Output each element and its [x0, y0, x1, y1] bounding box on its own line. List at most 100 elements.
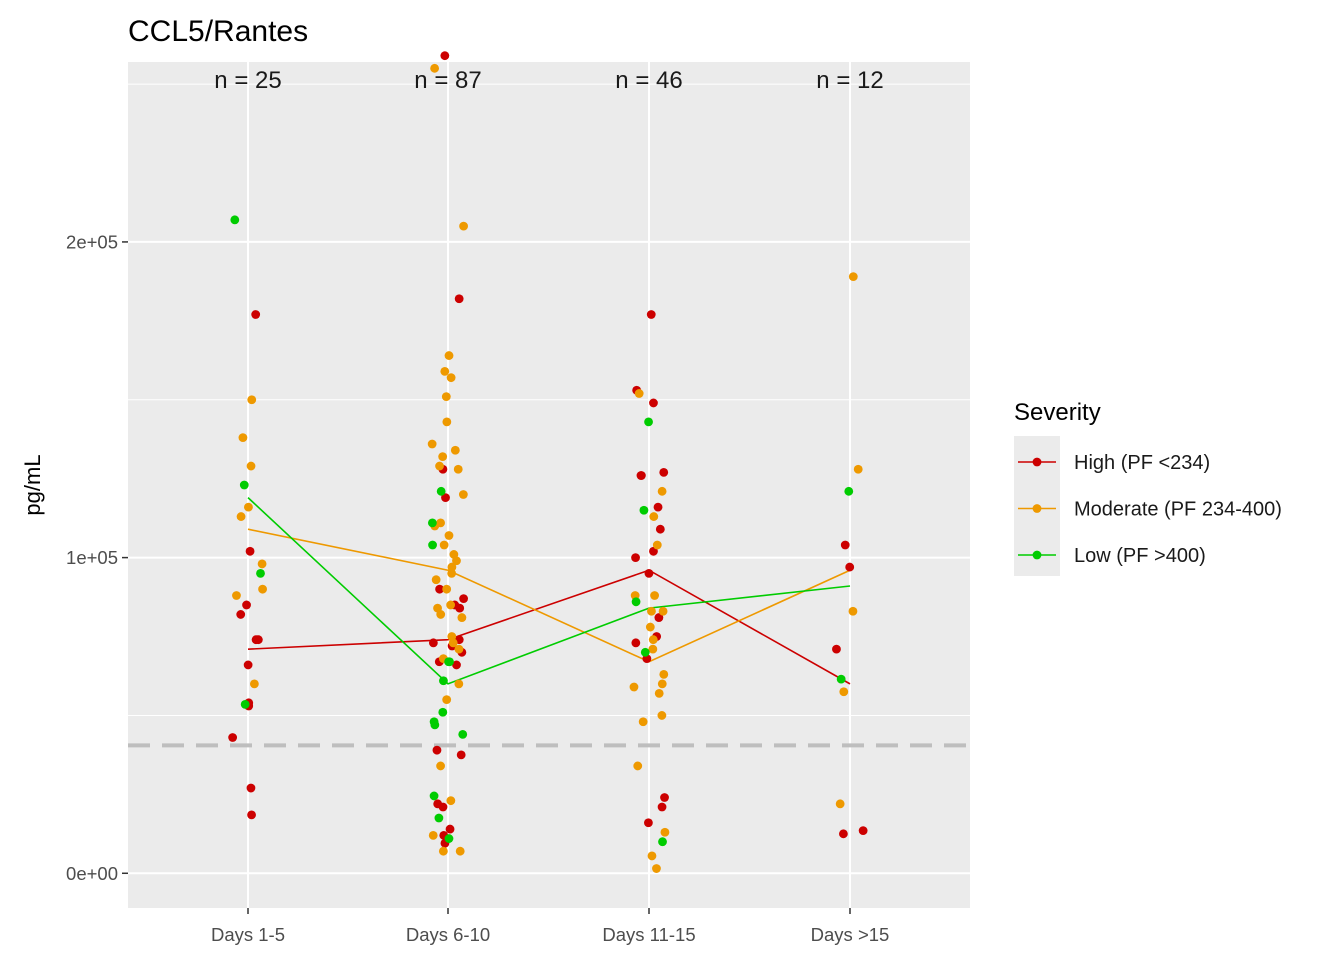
- y-axis-label: pg/mL: [20, 454, 45, 515]
- data-point: [435, 584, 445, 594]
- data-point: [649, 546, 658, 556]
- data-point: [452, 660, 461, 670]
- n-count-label: n = 46: [615, 67, 682, 94]
- series-line: [247, 497, 851, 685]
- data-point: [431, 575, 441, 585]
- data-point: [239, 480, 249, 490]
- data-point: [647, 606, 656, 616]
- data-point: [844, 486, 854, 496]
- data-point: [646, 310, 656, 319]
- data-point: [230, 215, 240, 225]
- data-point: [247, 810, 256, 820]
- n-count-label: n = 25: [214, 67, 281, 94]
- grid-minor: [128, 83, 970, 716]
- data-point: [445, 824, 455, 834]
- data-point: [251, 635, 261, 645]
- data-point: [458, 729, 468, 739]
- data-point: [448, 638, 458, 648]
- data-point: [657, 679, 667, 689]
- data-point: [236, 610, 246, 619]
- data-point: [439, 540, 449, 550]
- data-point: [430, 63, 440, 73]
- data-point: [240, 699, 250, 709]
- data-point: [447, 568, 457, 578]
- data-point: [243, 660, 253, 670]
- legend-key-point: [1032, 550, 1042, 560]
- data-point: [649, 512, 659, 521]
- data-point: [659, 670, 669, 679]
- series-lines: [247, 497, 851, 685]
- data-point: [653, 502, 663, 512]
- data-point: [441, 392, 451, 402]
- data-point: [654, 688, 664, 698]
- data-point: [848, 606, 858, 616]
- data-point: [440, 51, 450, 61]
- data-point: [660, 793, 669, 802]
- data-point: [458, 490, 468, 499]
- data-point: [647, 851, 657, 861]
- data-point: [442, 584, 452, 594]
- n-labels: n = 25 n = 87 n = 46 n = 12: [214, 67, 883, 94]
- data-point: [652, 864, 661, 873]
- data-point: [247, 395, 257, 405]
- data-point: [648, 644, 658, 654]
- data-point: [836, 674, 846, 684]
- data-point: [444, 834, 454, 843]
- legend-items: High (PF <234) Moderate (PF 234-400) Low (…: [1018, 452, 1282, 567]
- series-points: [228, 51, 868, 873]
- data-point: [446, 796, 456, 806]
- y-tick-label: 1e+05: [66, 547, 118, 568]
- data-point: [444, 351, 454, 360]
- data-point: [244, 502, 253, 512]
- data-point: [659, 467, 669, 477]
- data-point: [429, 791, 439, 801]
- data-point: [454, 644, 464, 654]
- n-count-label: n = 87: [414, 67, 481, 94]
- data-point: [428, 638, 438, 648]
- data-point: [435, 461, 444, 471]
- data-point: [633, 761, 643, 771]
- data-point: [238, 433, 248, 443]
- data-point: [631, 553, 640, 563]
- data-point: [453, 464, 463, 474]
- data-point: [427, 518, 437, 528]
- data-point: [245, 546, 255, 556]
- data-point: [228, 733, 238, 742]
- data-point: [654, 613, 664, 622]
- data-point: [649, 398, 658, 408]
- data-point: [657, 711, 667, 720]
- data-point: [438, 802, 448, 812]
- data-point: [249, 679, 259, 689]
- legend-label: Moderate (PF 234-400): [1074, 499, 1282, 521]
- data-point: [442, 417, 452, 427]
- data-point: [436, 610, 446, 619]
- legend-key-point: [1032, 504, 1042, 513]
- data-point: [639, 505, 649, 515]
- data-point: [459, 594, 468, 604]
- data-point: [454, 294, 464, 304]
- data-point: [246, 783, 256, 793]
- grid-major: [128, 62, 970, 908]
- data-point: [444, 531, 454, 540]
- data-point: [644, 417, 653, 427]
- data-point: [439, 676, 448, 686]
- legend-title: Severity: [1014, 399, 1101, 426]
- n-count-label: n = 12: [816, 67, 883, 94]
- data-point: [657, 802, 667, 812]
- legend-label: Low (PF >400): [1074, 545, 1206, 567]
- data-point: [454, 679, 464, 689]
- data-point: [434, 813, 444, 823]
- data-point: [428, 830, 438, 840]
- data-point: [428, 540, 437, 550]
- data-point: [839, 687, 849, 697]
- x-tick-label: Days 11-15: [602, 924, 695, 945]
- series-line: [247, 569, 851, 685]
- data-point: [858, 826, 868, 836]
- data-point: [638, 717, 648, 727]
- data-point: [258, 584, 267, 594]
- data-point: [457, 613, 467, 622]
- data-point: [648, 635, 658, 645]
- data-point: [446, 373, 456, 383]
- data-point: [436, 761, 445, 771]
